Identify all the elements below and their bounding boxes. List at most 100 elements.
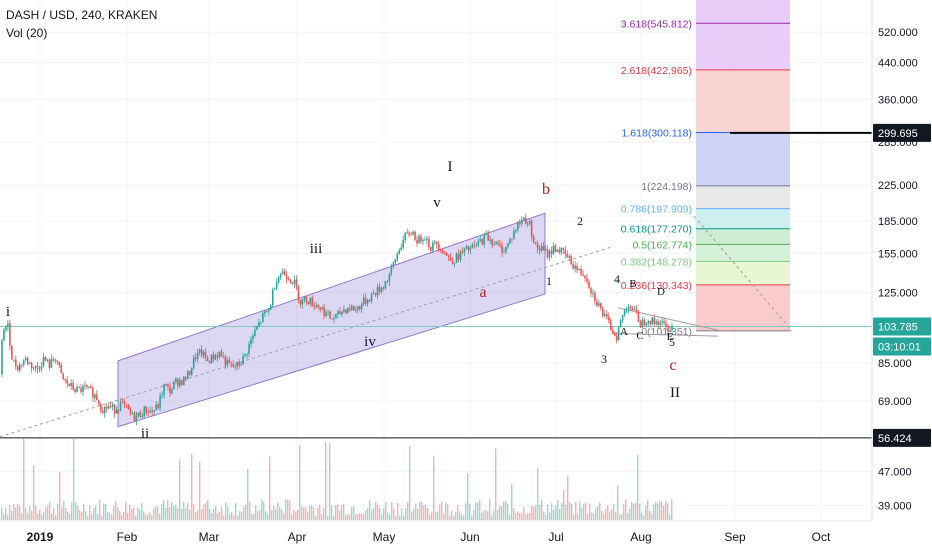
candle-body (509, 238, 511, 243)
volume-bar (629, 508, 631, 520)
volume-bar (207, 499, 209, 520)
fib-band (696, 228, 790, 245)
fib-level-label: 2.618(422.965) (621, 65, 692, 77)
candle-body (394, 259, 397, 263)
volume-bar (423, 505, 425, 520)
candle-body (422, 240, 424, 242)
time-tick-label: Aug (630, 530, 651, 544)
candle-body (441, 250, 444, 253)
volume-bar (665, 500, 667, 520)
candle-body (236, 361, 238, 367)
volume-bar (455, 511, 457, 520)
wave-label-c: c (669, 357, 676, 374)
volume-bar (471, 515, 473, 520)
candle-body (196, 352, 199, 360)
volume-bar (413, 509, 415, 520)
volume-bar (641, 512, 643, 520)
candle-body (36, 366, 39, 370)
candle-body (455, 253, 458, 263)
candle-body (443, 252, 446, 254)
candle-body (275, 282, 278, 289)
candle-body (52, 358, 55, 361)
volume-bar (249, 501, 251, 520)
volume-bar (645, 505, 647, 520)
volume-bar (355, 514, 357, 520)
volume-bar (275, 508, 277, 520)
candle-body (155, 404, 157, 411)
volume-bar (491, 515, 493, 520)
candle-body (333, 318, 335, 320)
candle-body (483, 234, 486, 245)
volume-bar (269, 456, 271, 520)
candle-body (538, 248, 541, 251)
candle-body (78, 387, 80, 389)
volume-bar (451, 510, 453, 520)
time-tick-label: Mar (199, 530, 220, 544)
volume-bar (329, 443, 331, 520)
candle-body (574, 265, 576, 269)
volume-bar (463, 515, 465, 520)
volume-bar (489, 499, 491, 520)
volume-bar (505, 500, 507, 520)
volume-bar (551, 503, 553, 520)
volume-bar (343, 503, 345, 520)
volume-bar (175, 504, 177, 520)
candle-body (58, 361, 61, 366)
candle-body (323, 307, 325, 317)
volume-bar (669, 514, 671, 520)
volume-bar (635, 502, 637, 520)
candle-body (50, 358, 53, 368)
candle-body (653, 317, 656, 325)
candle-body (291, 282, 294, 284)
volume-bar (193, 503, 195, 520)
volume-bar (15, 507, 17, 520)
candle-body (453, 262, 456, 264)
volume-bar (195, 512, 197, 520)
volume-bar (297, 509, 299, 520)
volume-bar (65, 508, 67, 520)
candle-body (398, 250, 401, 254)
candle-body (562, 247, 565, 250)
volume-bar (647, 500, 649, 520)
volume-bar (503, 501, 505, 520)
candle-body (68, 383, 70, 387)
volume-bar (667, 503, 669, 520)
volume-bar (147, 514, 149, 520)
volume-bar (443, 513, 445, 520)
volume-bar (309, 505, 311, 520)
candle-body (449, 257, 452, 261)
candle-body (412, 231, 414, 235)
volume-bar (107, 511, 109, 520)
candle-body (609, 320, 612, 331)
volume-bar (223, 515, 225, 520)
volume-bar (11, 510, 13, 520)
volume-bar (149, 512, 151, 520)
volume-bar (545, 514, 547, 520)
volume-bar (183, 501, 185, 520)
volume-bar (141, 503, 143, 520)
candle-body (188, 371, 191, 375)
volume-bar (153, 508, 155, 520)
volume-bar (449, 515, 451, 520)
candle-body (499, 244, 501, 246)
volume-bar (187, 503, 189, 520)
volume-bar (283, 513, 285, 520)
candle-body (192, 357, 195, 368)
volume-bar (517, 511, 519, 520)
volume-bar (277, 502, 279, 520)
candle-body (613, 333, 616, 336)
candle-body (596, 300, 598, 306)
candle-body (109, 406, 112, 408)
candle-body (277, 277, 280, 283)
volume-bar (569, 501, 571, 520)
candle-body (327, 311, 329, 313)
candle-body (169, 386, 171, 394)
volume-bar (553, 509, 555, 520)
candle-body (615, 335, 618, 341)
candle-body (420, 236, 422, 242)
candle-body (329, 311, 331, 319)
candle-body (141, 416, 144, 418)
candle-body (370, 294, 373, 302)
volume-bar (83, 503, 85, 520)
